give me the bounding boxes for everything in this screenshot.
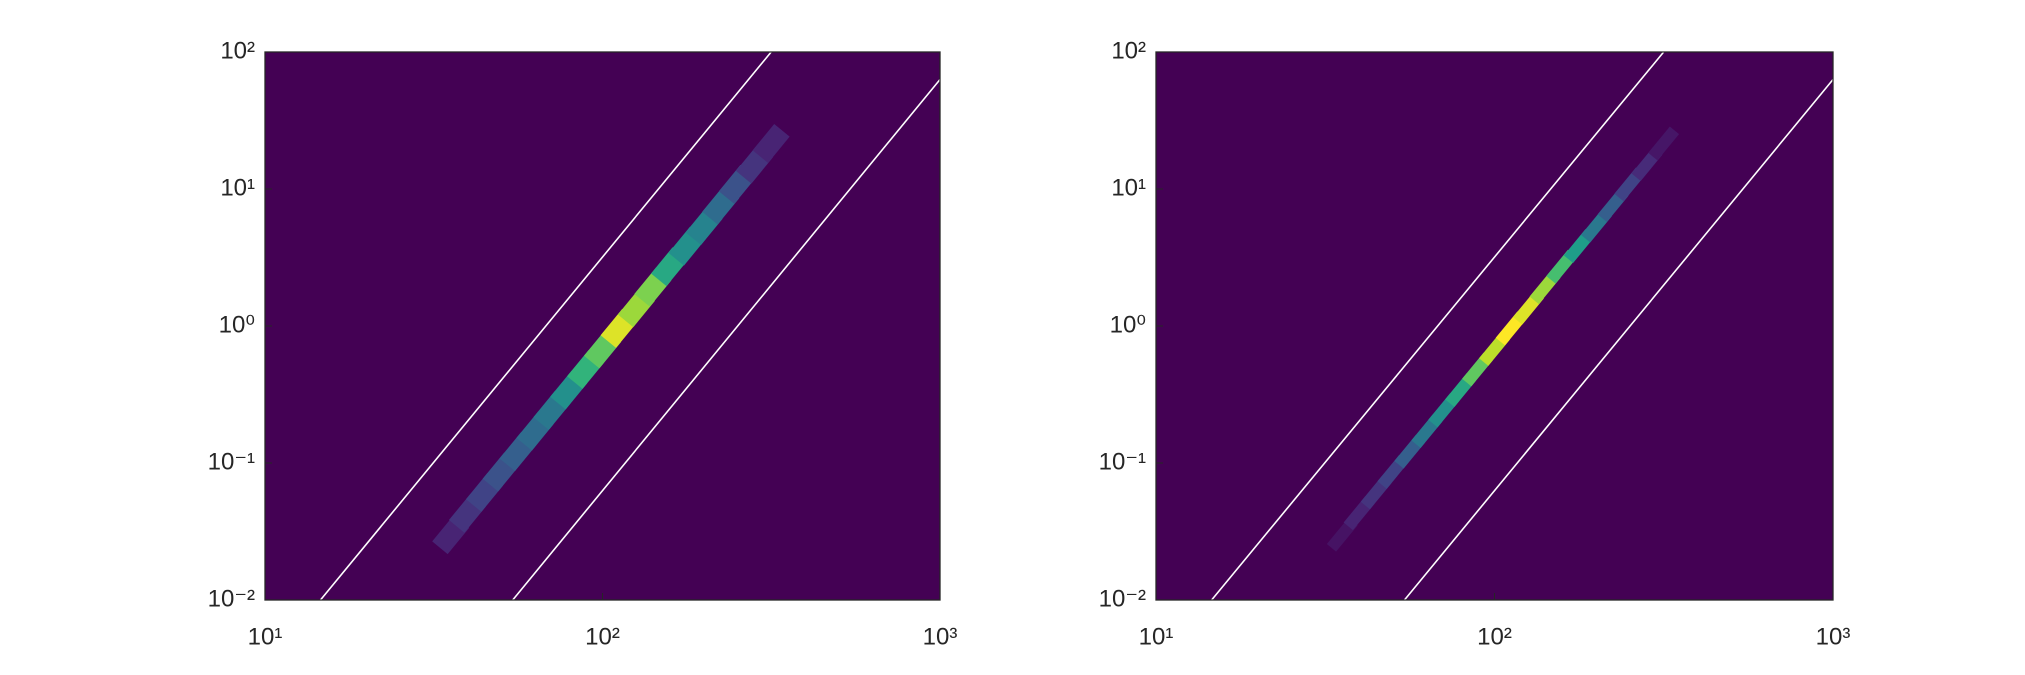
heatmap-cell xyxy=(752,123,790,163)
x-tick-label: 10³ xyxy=(1816,623,1851,650)
x-tick-label: 10² xyxy=(1477,623,1512,650)
y-tick-label: 10⁻¹ xyxy=(208,448,255,475)
heatmap xyxy=(1211,52,1833,600)
x-tick-label: 10² xyxy=(585,623,620,650)
x-tick-label: 10¹ xyxy=(248,623,283,650)
y-tick-label: 10¹ xyxy=(220,174,255,201)
y-tick-label: 10⁻² xyxy=(1099,585,1146,612)
y-tick-label: 10⁻¹ xyxy=(1099,448,1146,475)
heatmap xyxy=(319,52,940,600)
x-tick-label: 10¹ xyxy=(1139,623,1174,650)
reference-line xyxy=(319,52,772,600)
y-tick-label: 10¹ xyxy=(1111,174,1146,201)
x-tick-label: 10³ xyxy=(923,623,958,650)
y-tick-label: 10⁰ xyxy=(1110,311,1146,338)
reference-line xyxy=(1403,78,1833,600)
axes: 10¹ 10² 10³ 10⁻² 10⁻¹ 10⁰ 10¹ 10² xyxy=(1099,37,1851,650)
plot-background xyxy=(265,52,940,600)
y-tick-label: 10⁻² xyxy=(208,585,255,612)
y-tick-label: 10⁰ xyxy=(219,311,255,338)
y-tick-label: 10² xyxy=(220,37,255,64)
axes: 10¹ 10² 10³ 10⁻² 10⁻¹ 10⁰ 10¹ 10² xyxy=(208,37,958,650)
reference-line xyxy=(1211,52,1665,600)
reference-line xyxy=(512,78,940,600)
plot-background xyxy=(1156,52,1833,600)
heatmap-cell xyxy=(1648,126,1680,161)
y-tick-label: 10² xyxy=(1111,37,1146,64)
